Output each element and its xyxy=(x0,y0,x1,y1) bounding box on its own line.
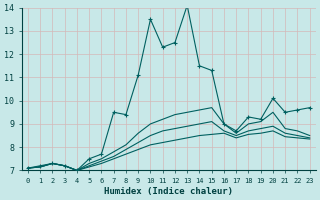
X-axis label: Humidex (Indice chaleur): Humidex (Indice chaleur) xyxy=(104,187,233,196)
